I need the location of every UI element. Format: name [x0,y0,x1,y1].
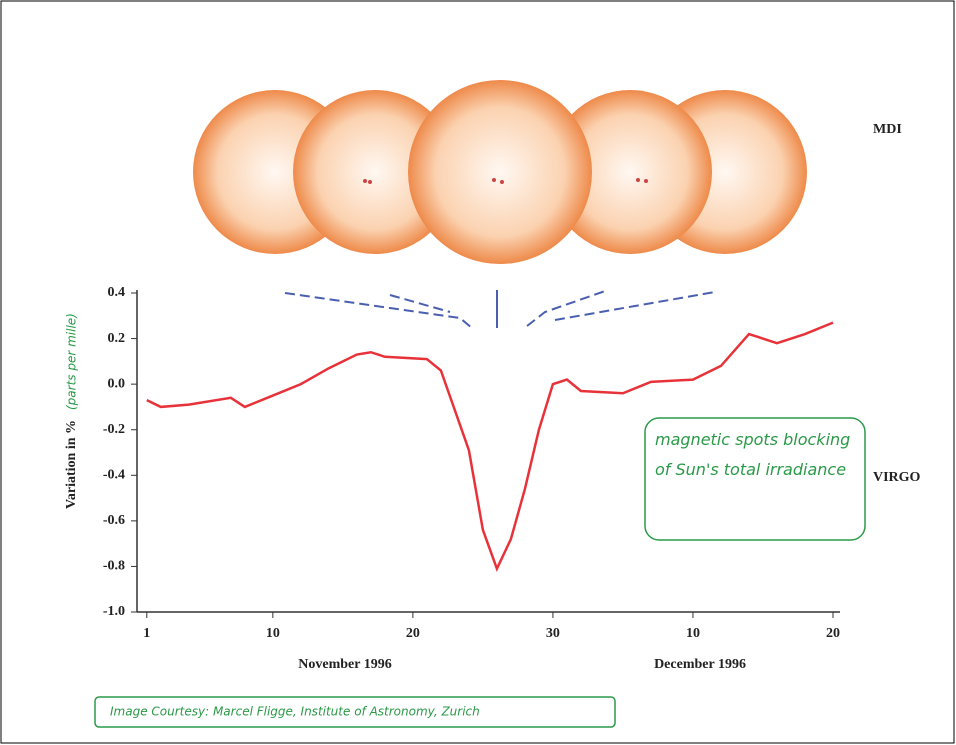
data-line [146,321,834,572]
virgo-label: VIRGO [873,470,921,485]
y-tick-label: 0.0 [108,376,126,391]
x-tick-label: 1 [143,626,150,641]
y-tick-label: -0.8 [103,559,125,574]
y-axis-label: Variation in % [64,420,79,509]
credit: Image Courtesy: Marcel Fligge, Institute… [110,705,480,719]
y-tick-label: -0.6 [103,513,125,528]
x-tick-label: 30 [546,626,560,641]
annotation-text: magnetic spots blocking of Sun's total i… [655,430,851,479]
sun-images [193,80,807,264]
x-tick-label: 10 [686,626,700,641]
x-tick-label: 10 [266,626,280,641]
x-group-label: December 1996 [654,657,746,672]
credit-box [94,696,616,728]
connector-lines [284,289,716,329]
y-tick-label: 0.4 [108,285,126,300]
y-tick-label: 0.2 [108,331,126,346]
x-tick-label: 20 [826,626,840,641]
y-tick-label: -0.4 [103,468,125,483]
annotation-box [644,417,866,541]
x-group-label: November 1996 [298,657,391,672]
x-tick-label: 20 [406,626,420,641]
y-axis-note: (parts per mille) [65,313,79,410]
annotation: magnetic spots blocking of Sun's total i… [655,430,851,479]
mdi-label: MDI [873,122,902,137]
y-tick-label: -0.2 [103,422,125,437]
y-tick-label: -1.0 [103,604,125,619]
